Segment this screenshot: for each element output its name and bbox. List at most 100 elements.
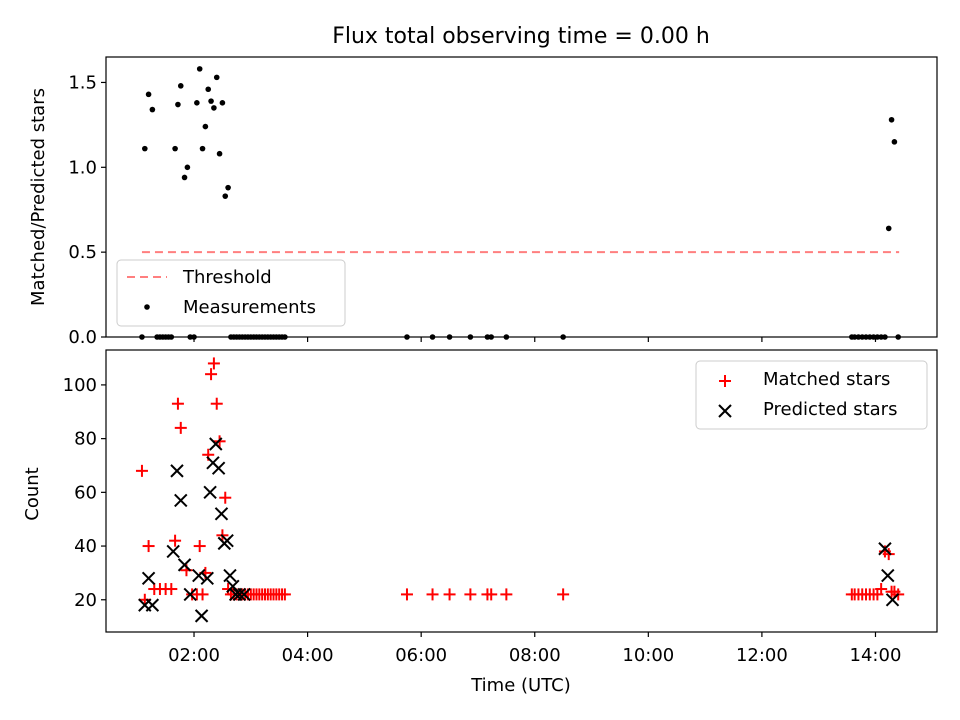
matched-point <box>142 540 155 553</box>
predicted-point <box>209 437 223 451</box>
ratio-y-tick-label: 0.0 <box>68 327 97 348</box>
measurement-point <box>225 184 231 191</box>
matched-point <box>485 588 498 601</box>
matched-point <box>169 534 182 547</box>
predicted-point <box>174 493 188 508</box>
count-y-axis-label: Count <box>22 467 43 520</box>
measurement-point <box>216 150 223 157</box>
threshold-legend-label: Threshold <box>182 267 272 288</box>
matched-point <box>278 588 291 601</box>
measurement-point <box>172 145 178 152</box>
count-y-tick-label: 60 <box>74 482 97 503</box>
x-axis-label: Time (UTC) <box>470 675 571 696</box>
predicted-point <box>881 568 895 583</box>
matched-point <box>135 464 148 477</box>
ratio-axes-frame <box>105 56 938 338</box>
measurement-point <box>211 105 217 111</box>
measurement-point <box>194 100 200 106</box>
matched-point <box>222 583 235 596</box>
measurement-point <box>202 123 209 130</box>
measurement-point <box>205 86 212 93</box>
matched-legend-swatch <box>719 375 731 387</box>
x-tick-label: 08:00 <box>509 645 561 666</box>
measurement-point <box>181 174 188 181</box>
measurement-point <box>222 193 229 199</box>
predicted-point <box>226 579 240 594</box>
matched-point <box>205 368 218 381</box>
measurement-point <box>219 100 226 106</box>
matched-point <box>210 397 223 410</box>
x-tick-label: 14:00 <box>850 645 902 666</box>
predicted-point <box>885 593 900 607</box>
matched-point <box>193 540 206 553</box>
ratio-x-axis <box>193 337 877 342</box>
measurement-point <box>184 164 191 171</box>
matched-point <box>171 397 184 410</box>
predicted-point <box>214 507 229 521</box>
predicted-point <box>220 533 234 548</box>
predicted-point <box>183 587 197 602</box>
measurement-point <box>208 98 214 104</box>
count-plot-area <box>135 357 905 623</box>
count-y-tick-label: 40 <box>74 536 97 557</box>
matched-point <box>557 588 570 601</box>
matched-point <box>400 588 413 601</box>
matched-point <box>443 588 456 601</box>
count-x-axis: 02:00 04:00 06:00 08:00 10:00 12:00 14:00 <box>168 632 901 666</box>
ratio-y-tick-label: 0.5 <box>68 242 97 263</box>
predicted-point <box>170 464 184 478</box>
count-y-tick-label: 100 <box>63 375 97 396</box>
matched-point <box>165 583 178 596</box>
matched-point <box>207 357 220 370</box>
predicted-point <box>223 568 237 583</box>
x-tick-label: 02:00 <box>168 645 220 666</box>
measurements-legend-swatch <box>144 304 150 310</box>
matched-point <box>882 548 895 561</box>
measurements-legend-label: Measurements <box>183 297 316 318</box>
measurement-point <box>175 101 181 108</box>
predicted-point <box>166 544 180 559</box>
count-y-axis: 20 40 60 80 100 <box>63 375 106 611</box>
predicted-point <box>203 485 217 500</box>
predicted-point <box>200 571 214 585</box>
x-tick-label: 04:00 <box>282 645 334 666</box>
matched-point <box>196 588 209 601</box>
ratio-y-tick-label: 1.5 <box>68 72 97 93</box>
measurement-point <box>885 225 892 232</box>
measurement-point <box>145 91 152 98</box>
ratio-plot-area <box>139 66 901 340</box>
matched-point <box>464 588 477 601</box>
matched-point <box>875 583 888 596</box>
ratio-legend: Threshold Measurements <box>116 259 346 327</box>
measurement-point <box>149 106 156 113</box>
measurement-point <box>891 139 898 145</box>
predicted-point <box>878 542 892 556</box>
ratio-y-axis-label: Matched/Predicted stars <box>28 88 49 306</box>
predicted-point <box>177 558 192 572</box>
x-tick-label: 06:00 <box>395 645 447 666</box>
predicted-point <box>141 571 156 585</box>
ratio-y-axis: 0.0 0.5 1.0 1.5 <box>68 72 106 348</box>
measurement-point <box>888 116 895 123</box>
ratio-panel: Flux total observing time = 0.00 h 0.0 0.… <box>28 24 938 348</box>
predicted-point <box>211 461 226 475</box>
matched-point <box>500 588 513 601</box>
matched-point <box>219 491 232 504</box>
predicted-point <box>232 587 247 602</box>
predicted-legend-label: Predicted stars <box>763 399 897 420</box>
count-legend-box <box>695 360 928 430</box>
count-y-tick-label: 80 <box>74 429 97 450</box>
ratio-legend-box <box>116 259 346 327</box>
measurement-point <box>177 83 184 89</box>
predicted-point <box>194 609 209 623</box>
predicted-legend-swatch <box>718 404 732 418</box>
matched-legend-label: Matched stars <box>763 369 890 390</box>
predicted-point <box>192 568 206 583</box>
measurement-point <box>196 66 203 72</box>
chart-title: Flux total observing time = 0.00 h <box>332 24 710 49</box>
matched-point <box>174 421 187 434</box>
predicted-point <box>145 598 160 612</box>
count-y-tick-label: 20 <box>74 590 97 611</box>
